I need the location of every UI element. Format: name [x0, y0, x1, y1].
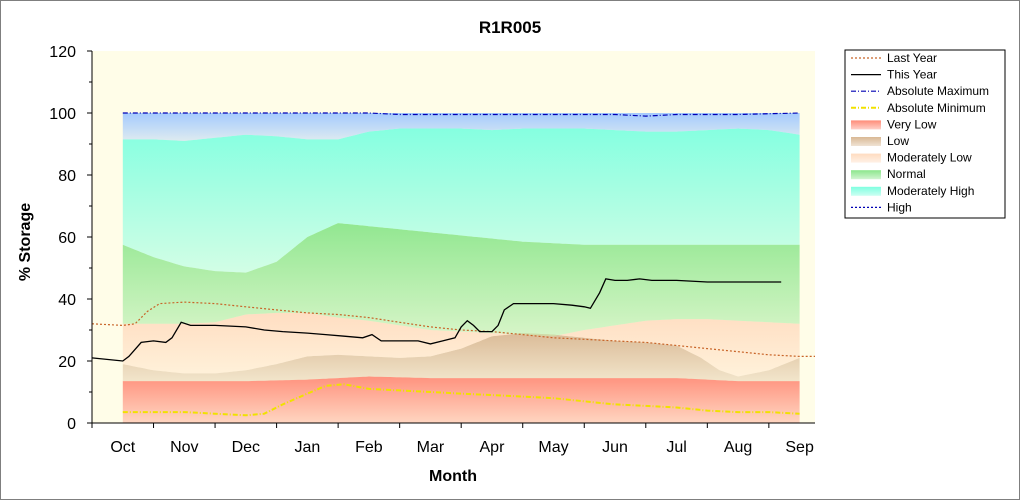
legend-label-this-year: This Year [887, 68, 937, 82]
series-layer [91, 112, 815, 417]
x-axis-title: Month [429, 468, 477, 485]
series-this-year [91, 278, 782, 362]
legend-label-low: Low [887, 134, 909, 148]
y-tick-label: 20 [58, 354, 76, 371]
band-high [122, 113, 800, 141]
y-tick-label: 40 [58, 292, 76, 309]
band-moderately-high [122, 128, 800, 273]
legend-label-very-low: Very Low [887, 117, 937, 131]
legend-label-last-year: Last Year [887, 51, 937, 65]
legend-label-absolute-maximum: Absolute Maximum [887, 84, 989, 98]
band-very-low [122, 376, 800, 423]
series-absolute-minimum [122, 383, 800, 417]
x-tick-label: Dec [232, 439, 260, 456]
y-axis-title: % Storage [17, 203, 34, 281]
band-moderately-low [122, 312, 800, 377]
x-tick-label: Nov [170, 439, 198, 456]
legend-swatch-low [851, 137, 881, 146]
x-tick-label: Oct [110, 439, 135, 456]
x-tick-label: May [538, 439, 568, 456]
x-tick-label: Feb [355, 439, 383, 456]
band-normal [122, 223, 800, 337]
legend-label-absolute-minimum: Absolute Minimum [887, 101, 986, 115]
band-low [122, 333, 800, 382]
legend-label-moderately-high: Moderately High [887, 184, 974, 198]
legend-label-moderately-low: Moderately Low [887, 151, 972, 165]
axes-layer: 0 20 40 60 80 100 120 Oct Nov Dec Jan Feb Mar Apr May J… [49, 44, 815, 456]
y-tick-label: 120 [49, 44, 76, 61]
x-tick-label: Jul [666, 439, 686, 456]
x-tick-label: Mar [417, 439, 445, 456]
y-tick-label: 100 [49, 106, 76, 123]
y-tick-label: 60 [58, 230, 76, 247]
x-tick-label: Sep [785, 439, 814, 456]
legend-swatch-very-low [851, 120, 881, 130]
band-layer [122, 113, 800, 423]
y-tick-label: 80 [58, 168, 76, 185]
legend-label-high: High [887, 200, 912, 214]
legend-swatch-moderately-low [851, 153, 881, 163]
legend-label-normal: Normal [887, 167, 926, 181]
x-tick-label: Jun [602, 439, 628, 456]
legend-swatch-normal [851, 170, 881, 180]
x-tick-label: Aug [724, 439, 752, 456]
legend: Last Year This Year Absolute Maximum Absolu… [844, 49, 1006, 219]
x-tick-label: Apr [480, 439, 506, 456]
chart-title: R1R005 [479, 18, 541, 37]
legend-swatch-moderately-high [851, 186, 881, 196]
y-tick-label: 0 [67, 416, 76, 433]
x-tick-label: Jan [294, 439, 320, 456]
series-absolute-maximum [122, 112, 800, 117]
